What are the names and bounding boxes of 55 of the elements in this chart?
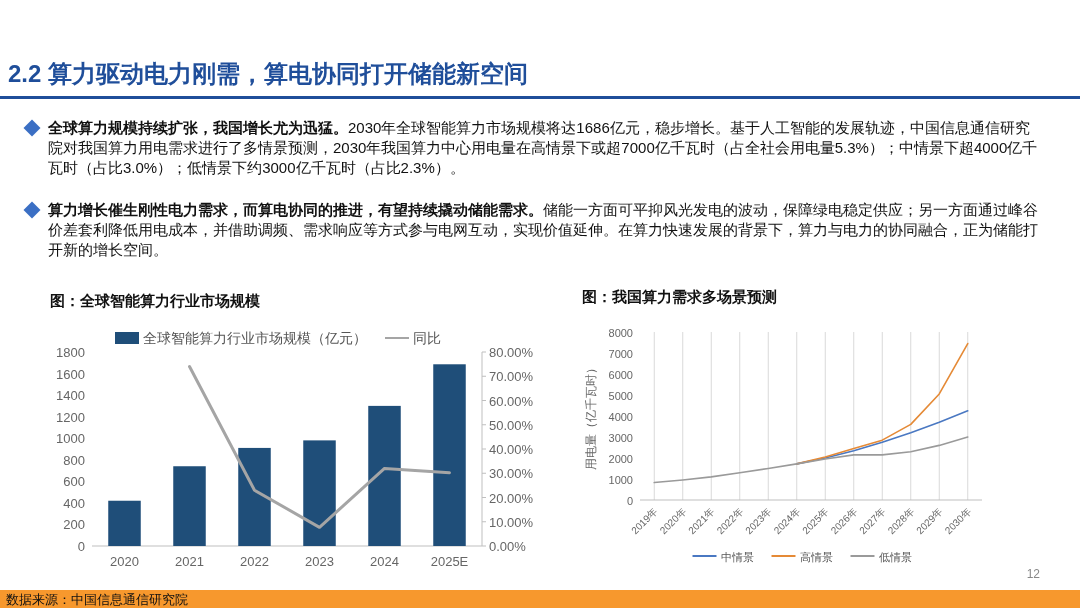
line-series — [653, 436, 969, 484]
y-tick-label: 400 — [63, 495, 85, 511]
y-tick-label: 6000 — [608, 369, 633, 381]
y-tick-label: 800 — [63, 452, 85, 468]
y-tick-label: 1800 — [56, 345, 85, 360]
y-tick-label: 2000 — [608, 453, 633, 465]
text: 2.2 算力驱动电力刚需，算电协同打开储能新空间 — [8, 60, 529, 87]
text: 全球算力规模持续扩张，我国增长尤为迅猛。2030年全球智能算力市场规模将达1686亿元，稳步增长。基于人工智能的发展轨迹，中国信息通信研究院对我国算力用电需求进行了多情景预测，2030年我国算力中心用电量在高情景下或超7000亿千瓦时（占全社会用电量5.3%）；中情景下超4000亿千瓦时（占比3.0%）；低情景下约3000亿千瓦时（占比2.3%）。 — [48, 118, 1038, 178]
y2-tick-label: 0.00% — [489, 539, 527, 554]
x-tick-label: 2024 — [370, 554, 399, 569]
legend-label: 中情景 — [720, 551, 754, 563]
x-tick-label: 2025E — [430, 554, 469, 569]
legend-label: 同比 — [413, 330, 441, 346]
bar — [108, 500, 141, 546]
legend-label: 高情景 — [799, 551, 833, 563]
y-tick-label: 0 — [77, 539, 85, 554]
y2-tick-label: 60.00% — [489, 393, 534, 409]
y-tick-label: 7000 — [608, 348, 633, 360]
y-tick-label: 1000 — [608, 474, 633, 486]
y2-tick-label: 70.00% — [489, 369, 534, 385]
y-tick-label: 0 — [626, 495, 633, 507]
bar — [173, 466, 206, 546]
bar — [238, 447, 271, 546]
legend-label: 全球智能算力行业市场规模（亿元） — [143, 330, 367, 346]
y-tick-label: 1400 — [56, 388, 85, 404]
x-tick-label: 2023 — [305, 554, 334, 569]
bar — [368, 405, 401, 546]
source-note: 数据来源：中国信息通信研究院 — [6, 592, 188, 607]
line-series — [188, 365, 451, 529]
y-tick-label: 1600 — [56, 366, 85, 382]
text: 算力增长催生刚性电力需求，而算电协同的推进，有望持续撬动储能需求。储能一方面可平抑风光发电的波动，保障绿电稳定供应；另一方面通过峰谷价差套利降低用电成本，并借助调频、需求响应等方式参与电网互动，实现价值延伸。在算力快速发展的背景下，算力与电力的协同融合，正为储能打开新的增长空间。 — [48, 200, 1038, 260]
chart-title: 图：全球智能算力行业市场规模 — [50, 292, 261, 309]
y2-tick-label: 40.00% — [489, 442, 534, 457]
y2-tick-label: 30.00% — [489, 466, 534, 482]
chart-title: 图：我国算力需求多场景预测 — [582, 288, 777, 305]
bar — [433, 364, 466, 546]
x-tick-label: 2022 — [240, 554, 269, 569]
text: 12 — [1026, 567, 1041, 581]
y-axis-title: 用电量（亿千瓦时） — [584, 362, 598, 470]
y2-tick-label: 80.00% — [489, 345, 534, 360]
y-tick-label: 3000 — [608, 432, 633, 444]
y2-tick-label: 50.00% — [489, 417, 534, 433]
x-tick-label: 2021 — [175, 554, 204, 569]
y-tick-label: 4000 — [608, 411, 633, 423]
bar — [303, 440, 336, 546]
legend-label: 低情景 — [878, 551, 912, 563]
y-tick-label: 5000 — [608, 390, 633, 402]
y2-tick-label: 10.00% — [489, 514, 534, 530]
x-tick-label: 2020 — [110, 554, 139, 569]
y-tick-label: 8000 — [608, 327, 633, 339]
y-tick-label: 1200 — [56, 409, 85, 425]
y-tick-label: 1000 — [56, 431, 85, 447]
y-tick-label: 200 — [63, 517, 85, 533]
y-tick-label: 600 — [63, 474, 85, 490]
y2-tick-label: 20.00% — [489, 490, 534, 506]
